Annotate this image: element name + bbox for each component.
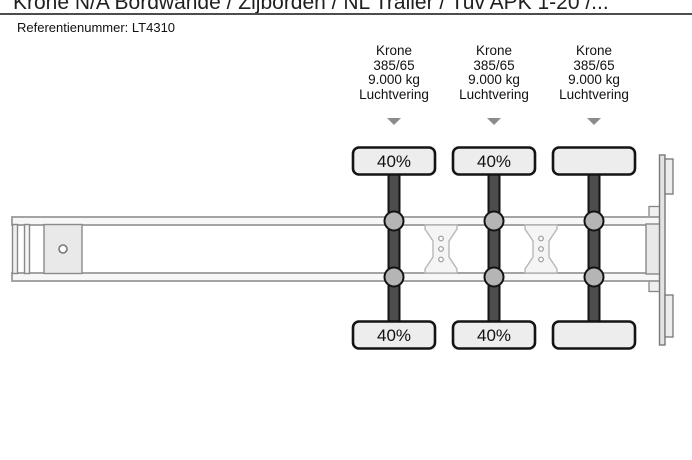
- wheel-hub: [383, 210, 405, 232]
- rear-rail-step-top: [648, 205, 661, 219]
- rear-flap-top: [664, 158, 674, 195]
- wheel-hub: [583, 266, 605, 288]
- crossmember-plate-1: [424, 224, 458, 274]
- rear-bumper-bar: [658, 154, 666, 346]
- bolt-hole: [538, 256, 544, 263]
- tyre-bottom: [451, 320, 537, 350]
- reference-number: Referentienummer: LT4310: [17, 20, 175, 35]
- bolt-hole: [438, 246, 444, 252]
- axle-tyre-size: 385/65: [473, 57, 515, 73]
- axle-brand: Krone: [375, 43, 413, 58]
- axle-load: 9.000 kg: [368, 72, 420, 87]
- axle-suspension: Luchtvering: [559, 86, 629, 102]
- reference-value: LT4310: [131, 20, 176, 35]
- rear-flap-bottom: [664, 294, 674, 338]
- tyre-condition-label: 40%: [377, 326, 411, 345]
- axle-bar: [487, 158, 501, 338]
- axle-suspension: Luchtvering: [359, 86, 429, 102]
- axle-info-2: Krone 385/65 9.000 kg Luchtvering: [434, 43, 554, 125]
- axle-2: 40% 40%: [451, 146, 537, 350]
- rear-crossmember: [645, 223, 662, 275]
- tyre-bottom: [351, 320, 437, 350]
- tyre-condition-label: 40%: [477, 326, 511, 345]
- kingpin-plate: [43, 223, 83, 275]
- axle-3: [551, 146, 637, 350]
- axle-1: 40% 40%: [351, 146, 437, 350]
- axle-tyre-size: 385/65: [573, 57, 615, 73]
- crossmember-plate-2: [524, 224, 558, 274]
- page-title: Krone N/A Bordwande / Zijborden / NL Tra…: [13, 0, 609, 14]
- tyre-top: [351, 146, 437, 176]
- axle-dropdown-icon[interactable]: [387, 118, 401, 125]
- wheel-hub: [483, 266, 505, 288]
- chassis-rail-bottom: [11, 272, 662, 282]
- wheel-hub: [383, 266, 405, 288]
- bolt-hole: [438, 256, 444, 263]
- tyre-bottom: [551, 320, 637, 350]
- front-crossmember-2: [23, 223, 31, 275]
- bolt-hole: [438, 235, 444, 242]
- bolt-hole: [538, 246, 544, 252]
- axle-tyre-size: 385/65: [373, 57, 415, 73]
- tyre-condition-label: 40%: [377, 152, 411, 171]
- axle-dropdown-icon[interactable]: [487, 118, 501, 125]
- axle-bar: [387, 158, 401, 338]
- bolt-hole: [538, 235, 544, 242]
- tyre-top: [451, 146, 537, 176]
- axle-bar: [587, 158, 601, 338]
- axle-info-3: Krone 385/65 9.000 kg Luchtvering: [534, 43, 654, 125]
- axle-brand: Krone: [475, 43, 513, 58]
- wheel-hub: [483, 210, 505, 232]
- chassis-rail-top: [11, 216, 662, 226]
- axle-suspension: Luchtvering: [459, 86, 529, 102]
- axle-brand: Krone: [575, 43, 613, 58]
- title-divider: [0, 13, 692, 15]
- axle-dropdown-icon[interactable]: [587, 118, 601, 125]
- axle-load: 9.000 kg: [468, 72, 520, 87]
- front-crossmember: [11, 223, 19, 275]
- axle-load: 9.000 kg: [568, 72, 620, 87]
- wheel-hub: [583, 210, 605, 232]
- tyre-top: [551, 146, 637, 176]
- reference-label: Referentienummer:: [17, 20, 129, 35]
- axle-info-1: Krone 385/65 9.000 kg Luchtvering: [334, 43, 454, 125]
- rear-rail-step-bottom: [648, 279, 661, 293]
- kingpin: [58, 244, 68, 254]
- tyre-condition-label: 40%: [477, 152, 511, 171]
